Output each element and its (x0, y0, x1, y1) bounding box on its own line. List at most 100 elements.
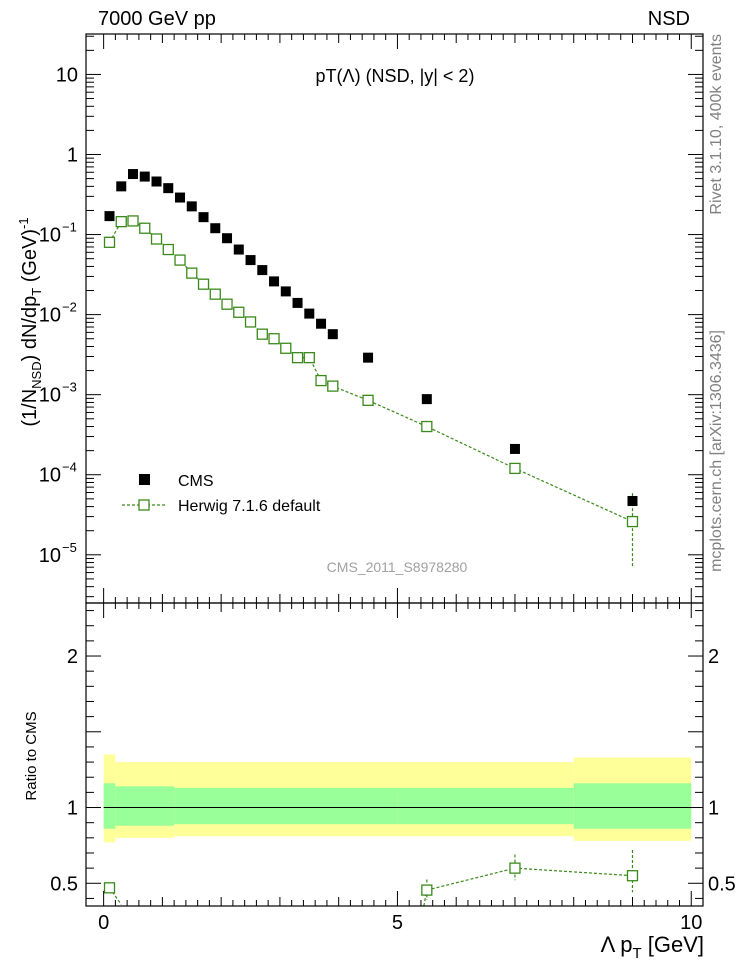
legend-herwig-label: Herwig 7.1.6 default (178, 498, 321, 515)
x-tick-label: 0 (98, 912, 109, 934)
ratio-series (103, 849, 639, 906)
cms-point (163, 183, 174, 194)
ratio-y-tick-label: 2 (67, 646, 78, 668)
ratio-inner-band (115, 786, 175, 826)
x-axis-label: Λ pT [GeV] (601, 932, 704, 962)
y-tick-label-exponent: −5 (62, 540, 77, 555)
legend: CMS Herwig 7.1.6 default (122, 473, 321, 515)
ratio-line-low (109, 887, 122, 905)
cms-point (116, 181, 127, 192)
ratio-point (626, 870, 639, 882)
cms-point (280, 286, 291, 297)
herwig-point (139, 222, 151, 234)
ratio-y-tick-label: 1 (67, 798, 78, 820)
herwig-point (291, 352, 304, 364)
cms-point (316, 318, 327, 329)
legend-cms-marker (139, 474, 150, 485)
herwig-point (421, 420, 433, 433)
herwig-point (103, 236, 116, 248)
cms-point (175, 192, 186, 203)
cms-point (292, 297, 303, 308)
herwig-point (315, 374, 327, 387)
ratio-y-tick-label-right: 0.5 (708, 873, 736, 895)
cms-point (421, 394, 432, 405)
herwig-point (626, 515, 639, 528)
cms-point (627, 495, 638, 506)
cms-point (233, 244, 244, 255)
cms-point (304, 308, 315, 319)
ratio-line-entry (423, 889, 428, 906)
y-tick-label-exponent: −3 (62, 380, 77, 395)
herwig-point (186, 267, 198, 279)
cms-point (139, 171, 150, 182)
header-left-label: 7000 GeV pp (98, 8, 216, 30)
cms-point (269, 276, 280, 287)
herwig-point (115, 215, 127, 228)
ratio-y-axis-label: Ratio to CMS (23, 711, 40, 800)
y-tick-label-exponent: −2 (62, 300, 77, 315)
herwig-point (233, 306, 245, 318)
herwig-point (174, 254, 186, 266)
cms-point (327, 329, 338, 340)
herwig-point (162, 243, 174, 256)
herwig-point (244, 316, 257, 328)
x-tick-label: 10 (680, 912, 702, 934)
herwig-point (303, 352, 315, 364)
main-y-axis-label: (1/NNSD) dN/dpT (GeV)-1 (16, 217, 44, 426)
analysis-label: CMS_2011_S8978280 (327, 559, 468, 575)
ratio-y-tick-label: 0.5 (50, 873, 78, 895)
x-tick-label: 5 (392, 912, 403, 934)
y-tick-label: 10 (39, 305, 61, 327)
herwig-point (509, 462, 521, 475)
herwig-point (127, 215, 139, 227)
herwig-point (221, 298, 233, 310)
ratio-frame (85, 602, 704, 907)
header-right-label: NSD (648, 8, 690, 30)
y-tick-label-exponent: −4 (62, 460, 77, 475)
ratio-y-tick-label-right: 1 (708, 798, 719, 820)
cms-point (245, 255, 256, 266)
plot-title: pT(Λ) (NSD, |y| < 2) (316, 66, 475, 86)
cms-point (104, 211, 115, 222)
herwig-point (268, 333, 280, 345)
ratio-inner-band (573, 783, 692, 829)
ratio-inner-band (397, 787, 574, 825)
ratio-point (421, 884, 433, 896)
rivet-label: Rivet 3.1.10, 400k events (708, 34, 725, 215)
herwig-point (280, 342, 292, 354)
legend-herwig-marker (138, 499, 150, 511)
y-tick-label: 1 (67, 145, 78, 167)
cms-point (151, 176, 162, 187)
ratio-point (509, 862, 521, 874)
cms-point (509, 443, 520, 454)
main-frame (85, 33, 704, 604)
ratio-plot: 0.5 0.5 1 1 2 2 0 5 10 (50, 602, 736, 934)
cms-point (210, 223, 221, 234)
herwig-point (327, 380, 339, 392)
y-tick-label: 10 (39, 465, 61, 487)
legend-cms-label: CMS (178, 473, 214, 490)
y-tick-label: 10 (39, 385, 61, 407)
herwig-point (150, 233, 163, 245)
cms-point (198, 212, 209, 223)
herwig-point (362, 394, 374, 406)
cms-point (363, 352, 374, 363)
mcplots-label: mcplots.cern.ch [arXiv:1306.3436] (708, 330, 725, 572)
cms-point (128, 169, 139, 180)
ratio-y-tick-label-right: 2 (708, 646, 719, 668)
ratio-inner-band (103, 783, 116, 829)
herwig-point (197, 278, 210, 290)
herwig-point (209, 288, 221, 300)
ratio-line-high (426, 867, 633, 891)
ratio-point (103, 882, 116, 894)
herwig-point (256, 328, 268, 340)
y-tick-label: 10 (39, 545, 61, 567)
y-tick-label-exponent: −1 (62, 220, 77, 235)
cms-point (257, 265, 268, 276)
y-tick-label: 10 (56, 64, 78, 86)
cms-point (186, 201, 197, 212)
cms-point (222, 233, 233, 244)
y-tick-label: 10 (39, 225, 61, 247)
